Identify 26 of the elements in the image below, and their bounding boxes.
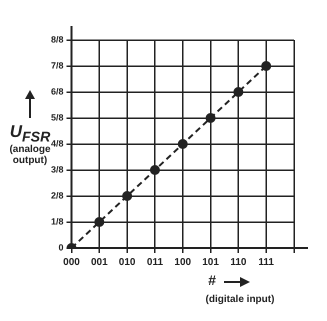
- point: [94, 217, 104, 227]
- y-tick-label: 5/8: [50, 112, 64, 122]
- y-tick-label: 8/8: [50, 34, 64, 44]
- x-axis-title: # (digitale input): [204, 272, 276, 305]
- point: [178, 139, 188, 149]
- point: [122, 191, 132, 201]
- x-tick-label: 101: [202, 256, 220, 268]
- y-tick-label: 0: [58, 242, 64, 252]
- y-tick-label: 3/8: [50, 164, 64, 174]
- x-tick-label: 111: [258, 256, 274, 268]
- point: [233, 87, 244, 97]
- y-axis-title: U$_{FSR}$ (analoge output): [9, 122, 51, 166]
- y-tick-label: 4/8: [50, 138, 64, 148]
- x-tick-label: 011: [146, 256, 164, 268]
- point: [206, 113, 216, 123]
- x-tick-label: 000: [63, 256, 80, 268]
- point: [261, 61, 272, 71]
- point: [150, 165, 160, 175]
- y-tick-label: 1/8: [50, 216, 64, 226]
- y-tick-label: 2/8: [50, 190, 64, 200]
- y-tick-label: 6/8: [50, 86, 64, 96]
- x-tick-label: 010: [118, 256, 136, 268]
- x-tick-label: 110: [230, 256, 247, 268]
- y-tick-label: 7/8: [50, 60, 64, 70]
- x-tick-label: 001: [90, 256, 108, 268]
- x-tick-label: 100: [174, 256, 192, 268]
